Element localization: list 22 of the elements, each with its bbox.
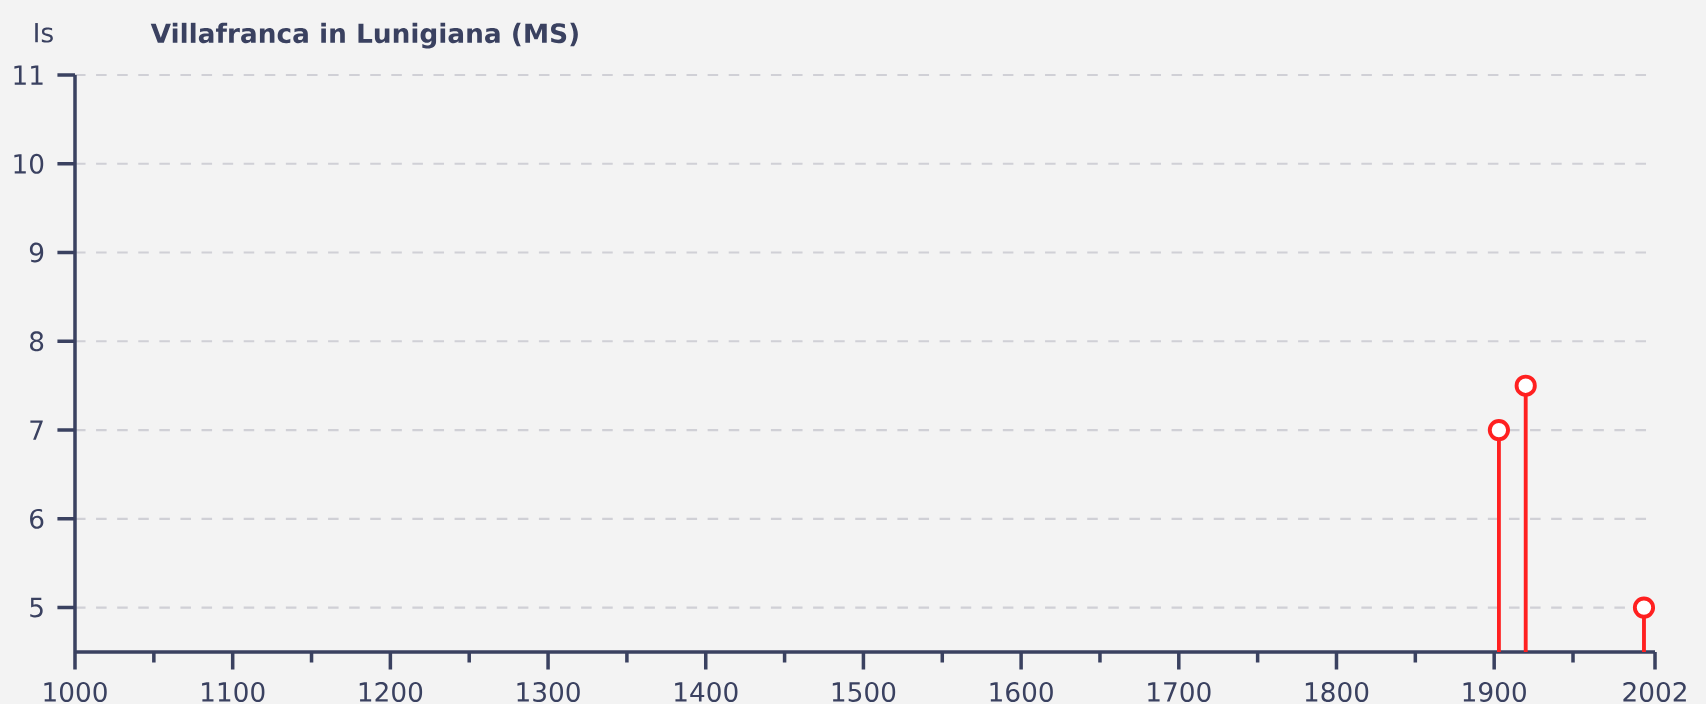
x-tick-label: 1100 — [202, 681, 265, 702]
x-tick-label: 1800 — [1305, 681, 1369, 702]
y-tick-label: 10 — [14, 153, 44, 174]
y-tick-label: 5 — [30, 597, 43, 618]
x-tick-label: 1400 — [675, 681, 738, 702]
y-axis-title: Is — [35, 23, 53, 43]
x-tick-label: 1000 — [44, 681, 107, 702]
point — [1487, 419, 1510, 442]
x-tick-label: 1500 — [832, 681, 896, 702]
y-tick-label: 6 — [30, 508, 44, 529]
point — [1514, 374, 1537, 397]
y-tick-label: 8 — [30, 331, 44, 352]
x-tick-label: 2002 — [1623, 681, 1686, 702]
x-tick-label: 1200 — [359, 681, 423, 702]
x-tick-label: 1600 — [990, 681, 1053, 702]
x-tick-label: 1700 — [1148, 681, 1211, 702]
y-tick-label: 11 — [14, 65, 43, 85]
x-tick-label: 1900 — [1463, 681, 1526, 702]
x-tick-label: 1300 — [517, 681, 580, 702]
chart-title: Villafranca in Lunigiana (MS) — [150, 22, 578, 49]
y-tick-label: 7 — [30, 420, 43, 440]
y-tick-label: 9 — [29, 242, 44, 263]
